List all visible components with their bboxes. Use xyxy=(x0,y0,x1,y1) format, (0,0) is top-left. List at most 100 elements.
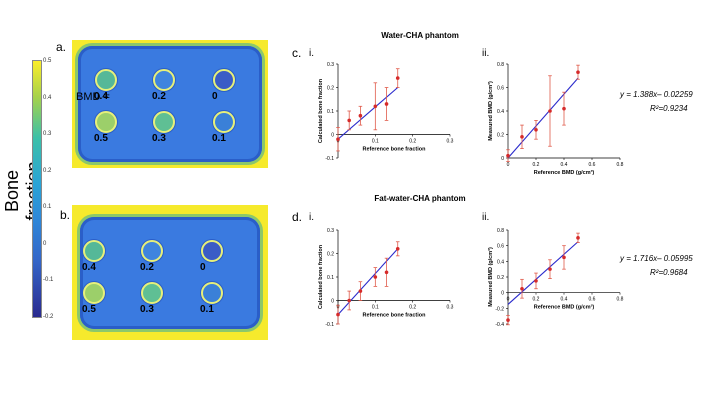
data-point xyxy=(520,135,524,139)
panel-c-sub-i: i. xyxy=(309,48,314,59)
panel-c-title: Water-CHA phantom xyxy=(381,31,459,40)
panel-c-sub-ii: ii. xyxy=(482,48,490,59)
data-point xyxy=(358,113,363,118)
phantom-vial xyxy=(213,69,235,91)
x-tick-label: 0.3 xyxy=(447,305,454,311)
data-point xyxy=(373,275,378,279)
colorbar xyxy=(32,60,42,318)
colorbar-tick: 0.4 xyxy=(43,94,52,101)
phantom-vial xyxy=(153,69,175,91)
x-axis-label: Reference bone fraction xyxy=(363,313,427,319)
y-axis-label: Calculated bone fraction xyxy=(318,244,324,309)
fit-line xyxy=(337,87,399,140)
data-point xyxy=(562,255,566,260)
colorbar-tick: 0 xyxy=(43,240,47,247)
fit-line xyxy=(337,248,399,315)
x-tick-label: 0.1 xyxy=(372,139,379,145)
panel-d-r2: R²=0.9684 xyxy=(650,268,688,277)
y-tick-label: 0.1 xyxy=(327,109,334,115)
vial-label: 0.2 xyxy=(140,262,154,273)
x-tick-label: 0 xyxy=(507,162,510,168)
y-tick-label: 0.3 xyxy=(327,228,334,234)
phantom-vial xyxy=(213,111,235,133)
chart-water-bmd: 0 0.2 0.4 0.6 0.8 0 0.2 0.4 0.6 0.8 Reference BMD … xyxy=(487,62,624,176)
x-tick-label: 0.2 xyxy=(409,139,416,145)
y-tick-label: -0.1 xyxy=(325,156,334,162)
data-point xyxy=(534,128,538,132)
data-point xyxy=(548,267,552,271)
vial-label: 0.3 xyxy=(152,133,166,144)
vial-label: 0.1 xyxy=(200,304,214,315)
x-tick-label: 0.8 xyxy=(617,297,624,303)
y-tick-label: 0.6 xyxy=(497,86,504,92)
phantom-vial xyxy=(95,69,117,91)
colorbar-tick: 0.5 xyxy=(43,58,52,64)
colorbar-tick: -0.1 xyxy=(43,277,54,284)
y-tick-label: 0 xyxy=(331,133,334,139)
phantom-vial xyxy=(153,111,175,133)
x-tick-label: 0.6 xyxy=(589,297,596,303)
x-tick-label: 0 xyxy=(507,297,510,303)
panel-d-sub-ii: ii. xyxy=(482,212,490,223)
y-tick-label: 0 xyxy=(501,156,504,162)
x-tick-label: 0.2 xyxy=(533,297,540,303)
data-point xyxy=(384,270,389,275)
y-tick-label: -0.2 xyxy=(495,306,504,312)
y-tick-label: 0.8 xyxy=(497,228,504,234)
fit-line xyxy=(507,241,579,305)
vial-label: 0 xyxy=(200,262,206,273)
y-tick-label: 0.4 xyxy=(497,259,504,265)
phantom-vial xyxy=(83,240,105,262)
panel-c-r2: R²=0.9234 xyxy=(650,104,688,113)
y-tick-label: 0.6 xyxy=(497,244,504,250)
colorbar-tick: 0.1 xyxy=(43,204,52,211)
vial-label: 0.3 xyxy=(140,304,154,315)
x-tick-label: 0.1 xyxy=(372,305,379,311)
panel-c-equation: y = 1.388x– 0.02259 xyxy=(620,90,693,99)
y-tick-label: 0.2 xyxy=(497,275,504,281)
y-tick-label: 0.1 xyxy=(327,275,334,281)
data-point xyxy=(336,137,340,141)
panel-a-letter: a. xyxy=(56,40,67,54)
data-point xyxy=(506,318,510,322)
phantom-vial xyxy=(201,282,223,304)
x-tick-label: 0.3 xyxy=(447,139,454,145)
panel-d-equation: y = 1.716x– 0.05995 xyxy=(620,254,693,263)
y-tick-label: 0.4 xyxy=(497,109,504,115)
bmd-prefix: BMD = xyxy=(76,91,110,103)
x-tick-label: 0.6 xyxy=(589,162,596,168)
data-point xyxy=(336,312,340,317)
data-point xyxy=(373,104,378,109)
x-tick-label: 0.8 xyxy=(617,162,624,168)
colorbar-tick: 0.3 xyxy=(43,131,52,138)
x-tick-label: 0.2 xyxy=(533,162,540,168)
vial-label: 0 xyxy=(212,91,218,102)
panel-d-letter: d. xyxy=(292,210,303,224)
x-tick-label: 0.2 xyxy=(409,305,416,311)
phantom-vial xyxy=(95,111,117,133)
y-tick-label: 0 xyxy=(501,291,504,297)
fit-line xyxy=(507,77,579,159)
y-axis-label: Calculated bone fraction xyxy=(318,78,324,143)
data-point xyxy=(347,298,351,303)
panel-d-sub-i: i. xyxy=(309,212,314,223)
y-tick-label: 0.2 xyxy=(497,133,504,139)
vial-label: 0.5 xyxy=(94,133,108,144)
panel-c-letter: c. xyxy=(292,46,302,60)
phantom-vial xyxy=(201,240,223,262)
panel-b-letter: b. xyxy=(60,208,71,222)
y-tick-label: 0 xyxy=(331,299,334,305)
data-point xyxy=(347,118,351,123)
y-tick-label: 0.3 xyxy=(327,62,334,68)
y-tick-label: 0.2 xyxy=(327,86,334,92)
data-point xyxy=(562,106,566,111)
chart-fat-bmd: -0.4-0.200.20.40.60.80 0.2 0.4 0.6 0.8Refere… xyxy=(487,228,624,328)
vial-label: 0.5 xyxy=(82,304,96,315)
data-point xyxy=(576,236,580,240)
x-axis-label: Reference bone fraction xyxy=(363,147,427,153)
y-tick-label: -0.4 xyxy=(495,322,504,328)
phantom-image-b xyxy=(72,205,268,340)
x-axis-label: Reference BMD (g/cm³) xyxy=(534,169,595,176)
